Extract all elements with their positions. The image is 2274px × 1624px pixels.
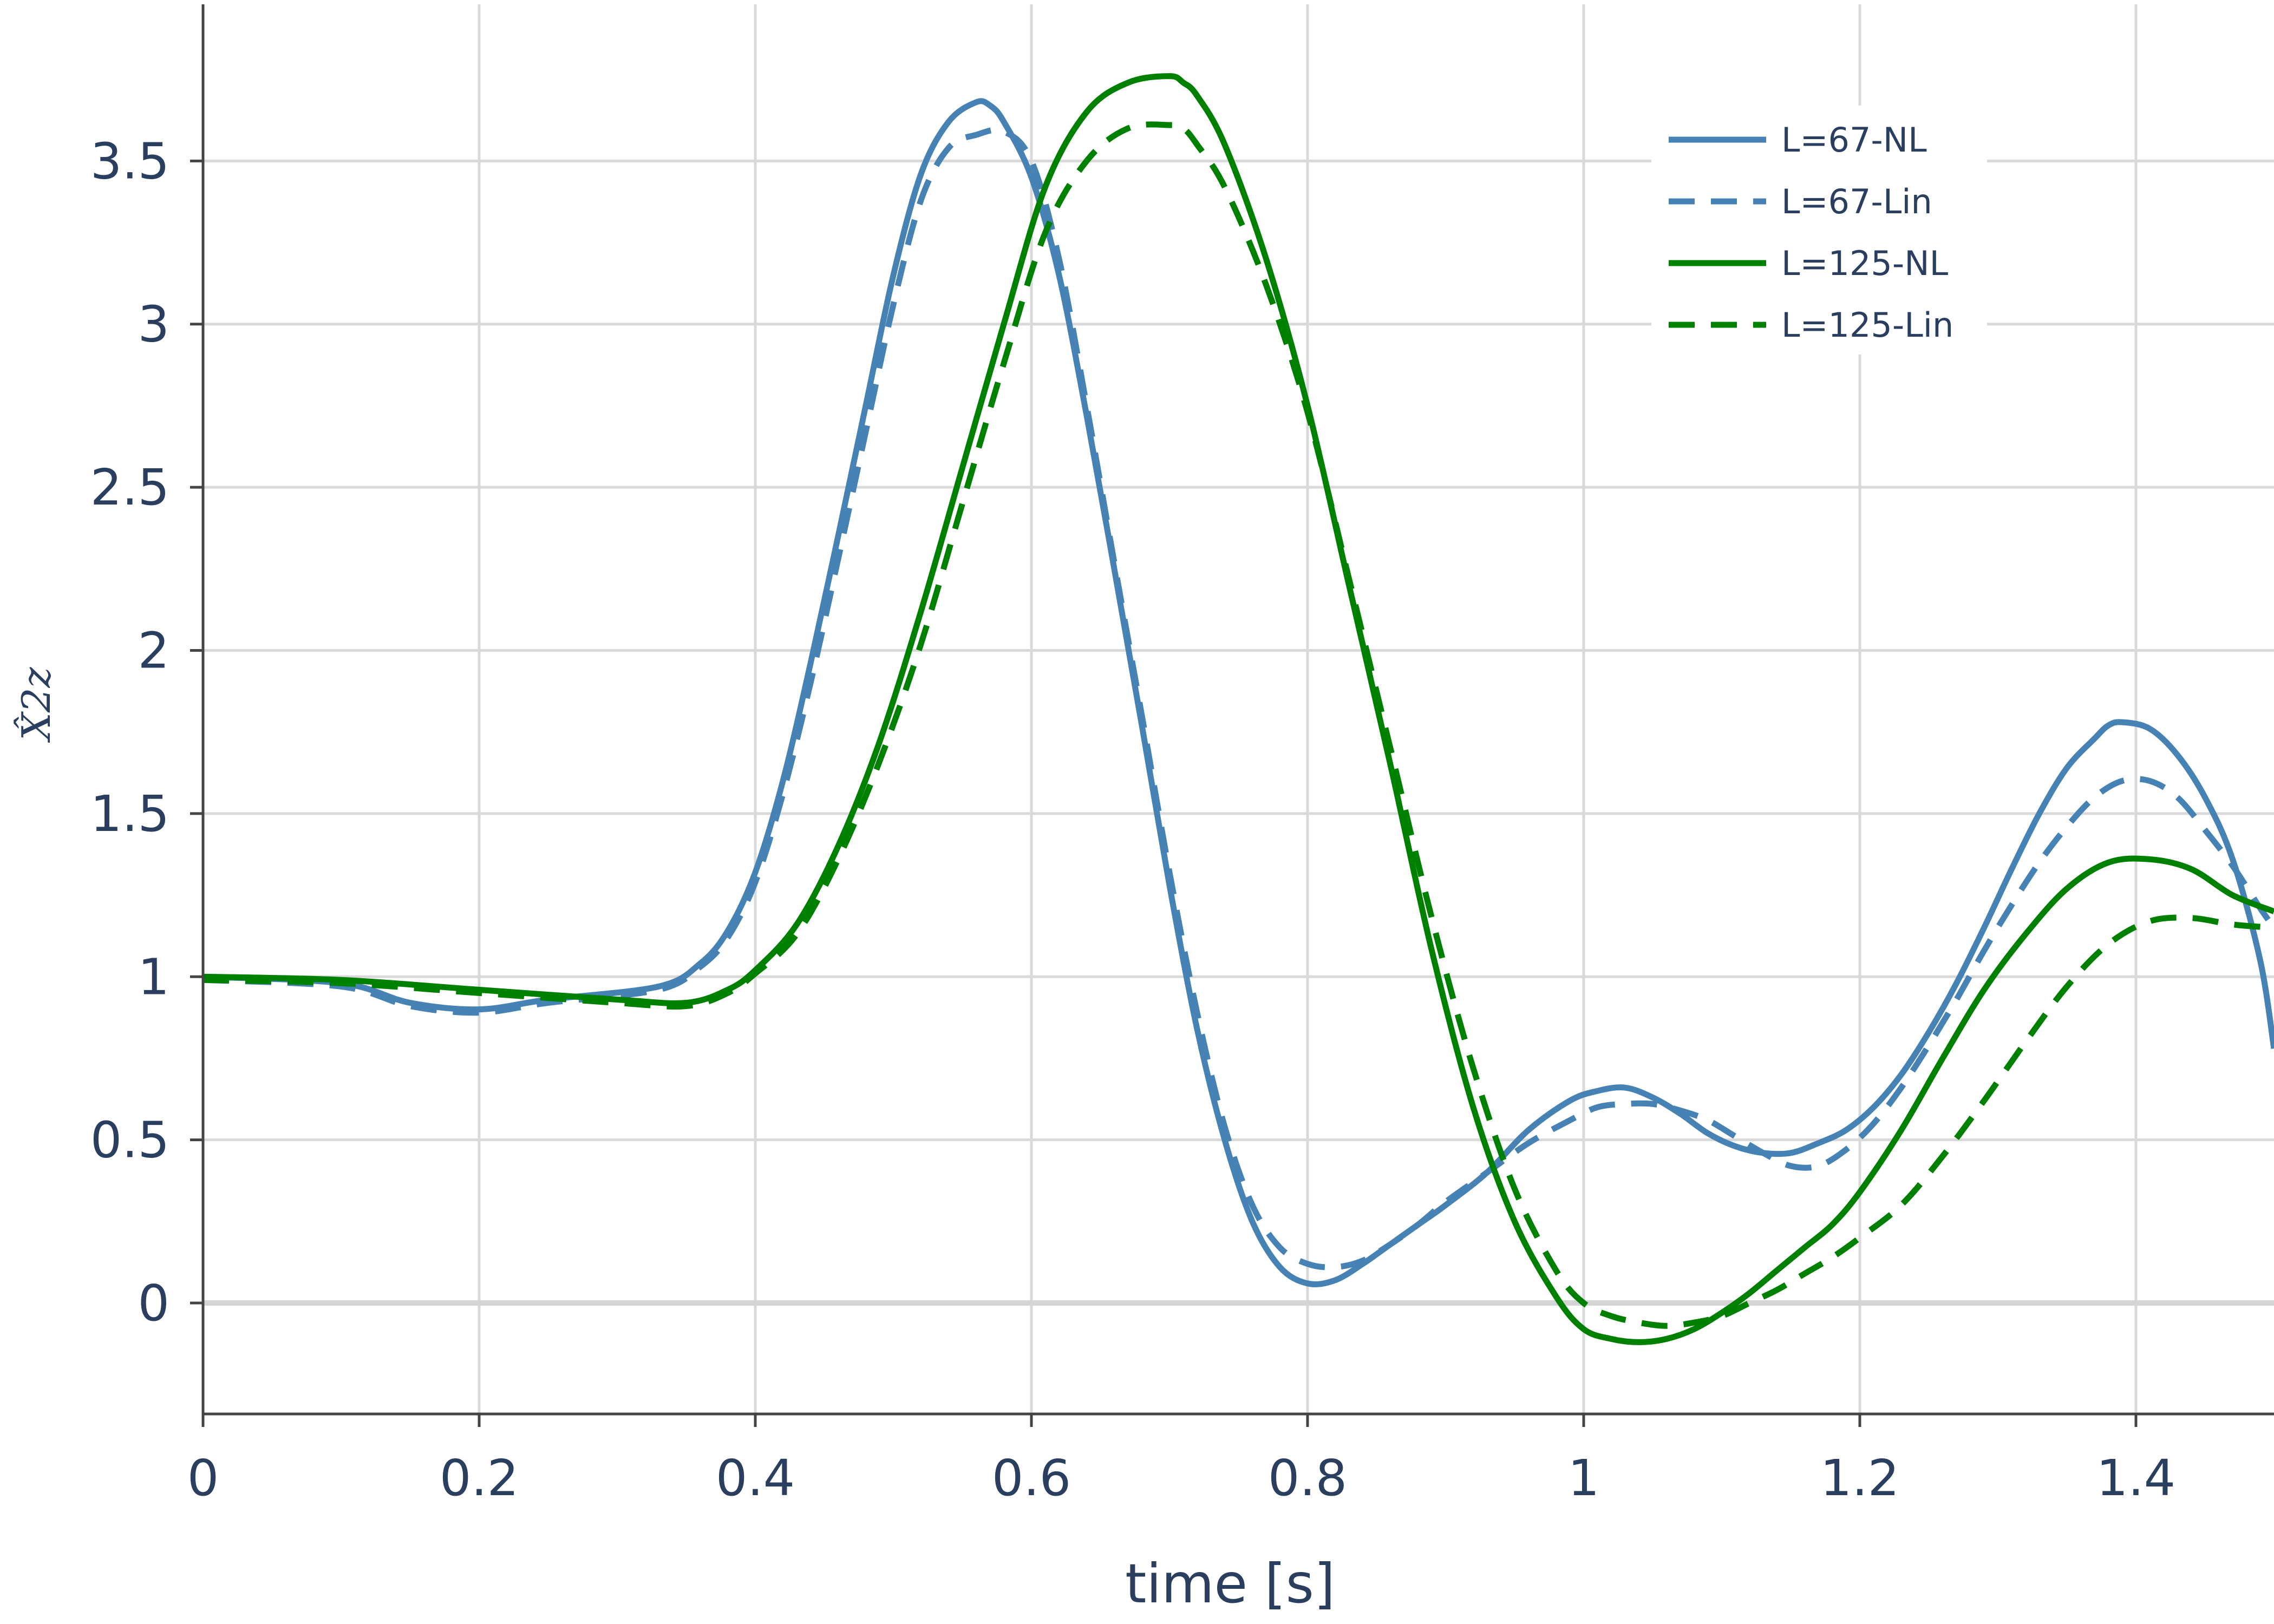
y-tick-label: 1.5 <box>90 785 169 843</box>
grid-lines <box>201 4 2274 1414</box>
x-axis-ticks: 0 0.2 0.4 0.6 0.8 1 1.2 1.4 <box>187 1414 2175 1507</box>
legend-label: L=67-NL <box>1781 120 1927 160</box>
series-line-l-125-lin <box>202 121 2274 1329</box>
x-tick-label: 1 <box>1568 1449 1600 1507</box>
legend: L=67-NL L=67-Lin L=125-NL L=125-Lin <box>1651 106 1987 355</box>
legend-label: L=67-Lin <box>1781 182 1932 221</box>
series-line-l-67-nl <box>202 98 2274 1287</box>
x-tick-label: 0.2 <box>440 1449 519 1507</box>
x-tick-label: 0.4 <box>716 1449 795 1507</box>
y-tick-label: 2 <box>138 622 169 680</box>
y-tick-label: 3 <box>138 296 169 353</box>
legend-label: L=125-NL <box>1781 244 1949 283</box>
legend-label: L=125-Lin <box>1781 305 1953 345</box>
legend-box <box>1651 106 1987 355</box>
series-layer <box>202 73 2274 1345</box>
y-tick-label: 1 <box>138 948 169 1006</box>
y-tick-label: 0 <box>138 1274 169 1332</box>
y-axis-ticks: 0 0.5 1 1.5 2 2.5 3 3.5 <box>90 132 203 1332</box>
series-line-l-67-lin <box>202 127 2274 1271</box>
axes <box>201 4 2274 1416</box>
x-tick-label: 0 <box>187 1449 219 1507</box>
x-tick-label: 0.8 <box>1268 1449 1347 1507</box>
x-tick-label: 1.2 <box>1820 1449 1899 1507</box>
x-axis-title: time [s] <box>1125 1552 1335 1615</box>
x-tick-label: 1.4 <box>2096 1449 2175 1507</box>
y-tick-label: 0.5 <box>90 1111 169 1169</box>
y-tick-label: 3.5 <box>90 132 169 190</box>
y-tick-label: 2.5 <box>90 459 169 516</box>
y-axis-title: X̂2z <box>13 666 59 743</box>
x-tick-label: 0.6 <box>992 1449 1071 1507</box>
